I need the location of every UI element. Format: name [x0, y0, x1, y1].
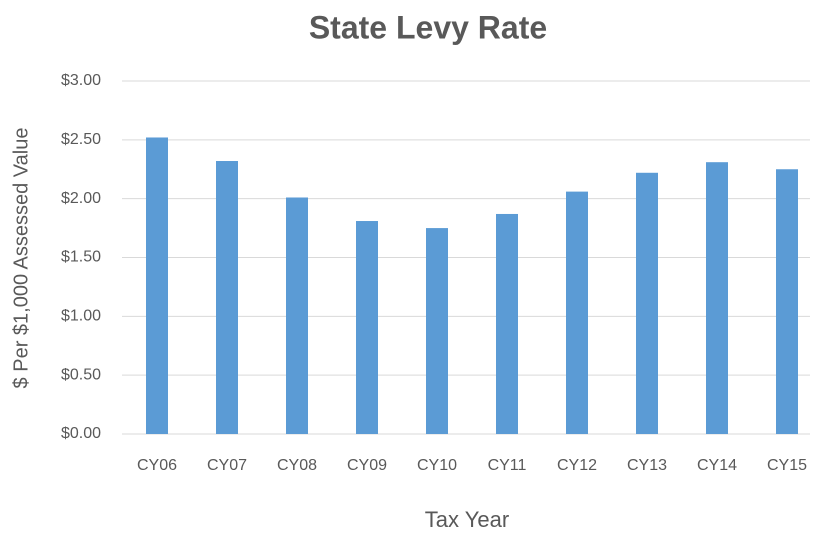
bar — [636, 172, 658, 434]
x-axis-title: Tax Year — [425, 507, 509, 532]
x-tick-label: CY12 — [557, 457, 597, 474]
x-tick-label: CY07 — [207, 457, 247, 474]
bar — [146, 137, 168, 435]
y-tick-label: $2.50 — [61, 131, 101, 148]
y-axis-title: $ Per $1,000 Assessed Value — [10, 128, 32, 389]
bar — [286, 197, 308, 434]
y-tick-label: $2.00 — [61, 190, 101, 207]
x-tick-label: CY11 — [488, 457, 527, 474]
x-tick-label: CY06 — [137, 457, 177, 474]
x-tick-label: CY08 — [277, 457, 317, 474]
bar — [216, 161, 238, 434]
bar — [776, 169, 798, 434]
y-tick-label: $1.50 — [61, 249, 101, 266]
bar — [706, 162, 728, 434]
y-tick-label: $0.00 — [61, 425, 101, 442]
y-tick-label: $3.00 — [61, 72, 101, 89]
y-tick-label: $0.50 — [61, 366, 101, 383]
y-tick-label: $1.00 — [61, 308, 101, 325]
bar — [566, 191, 588, 434]
chart-title: State Levy Rate — [309, 9, 547, 45]
bar — [356, 221, 378, 434]
x-tick-label: CY13 — [627, 457, 667, 474]
bar — [496, 213, 518, 434]
x-tick-label: CY09 — [347, 457, 387, 474]
x-tick-label: CY15 — [767, 457, 807, 474]
x-tick-label: CY14 — [697, 457, 737, 474]
x-tick-label: CY10 — [417, 457, 457, 474]
bar — [426, 228, 448, 434]
